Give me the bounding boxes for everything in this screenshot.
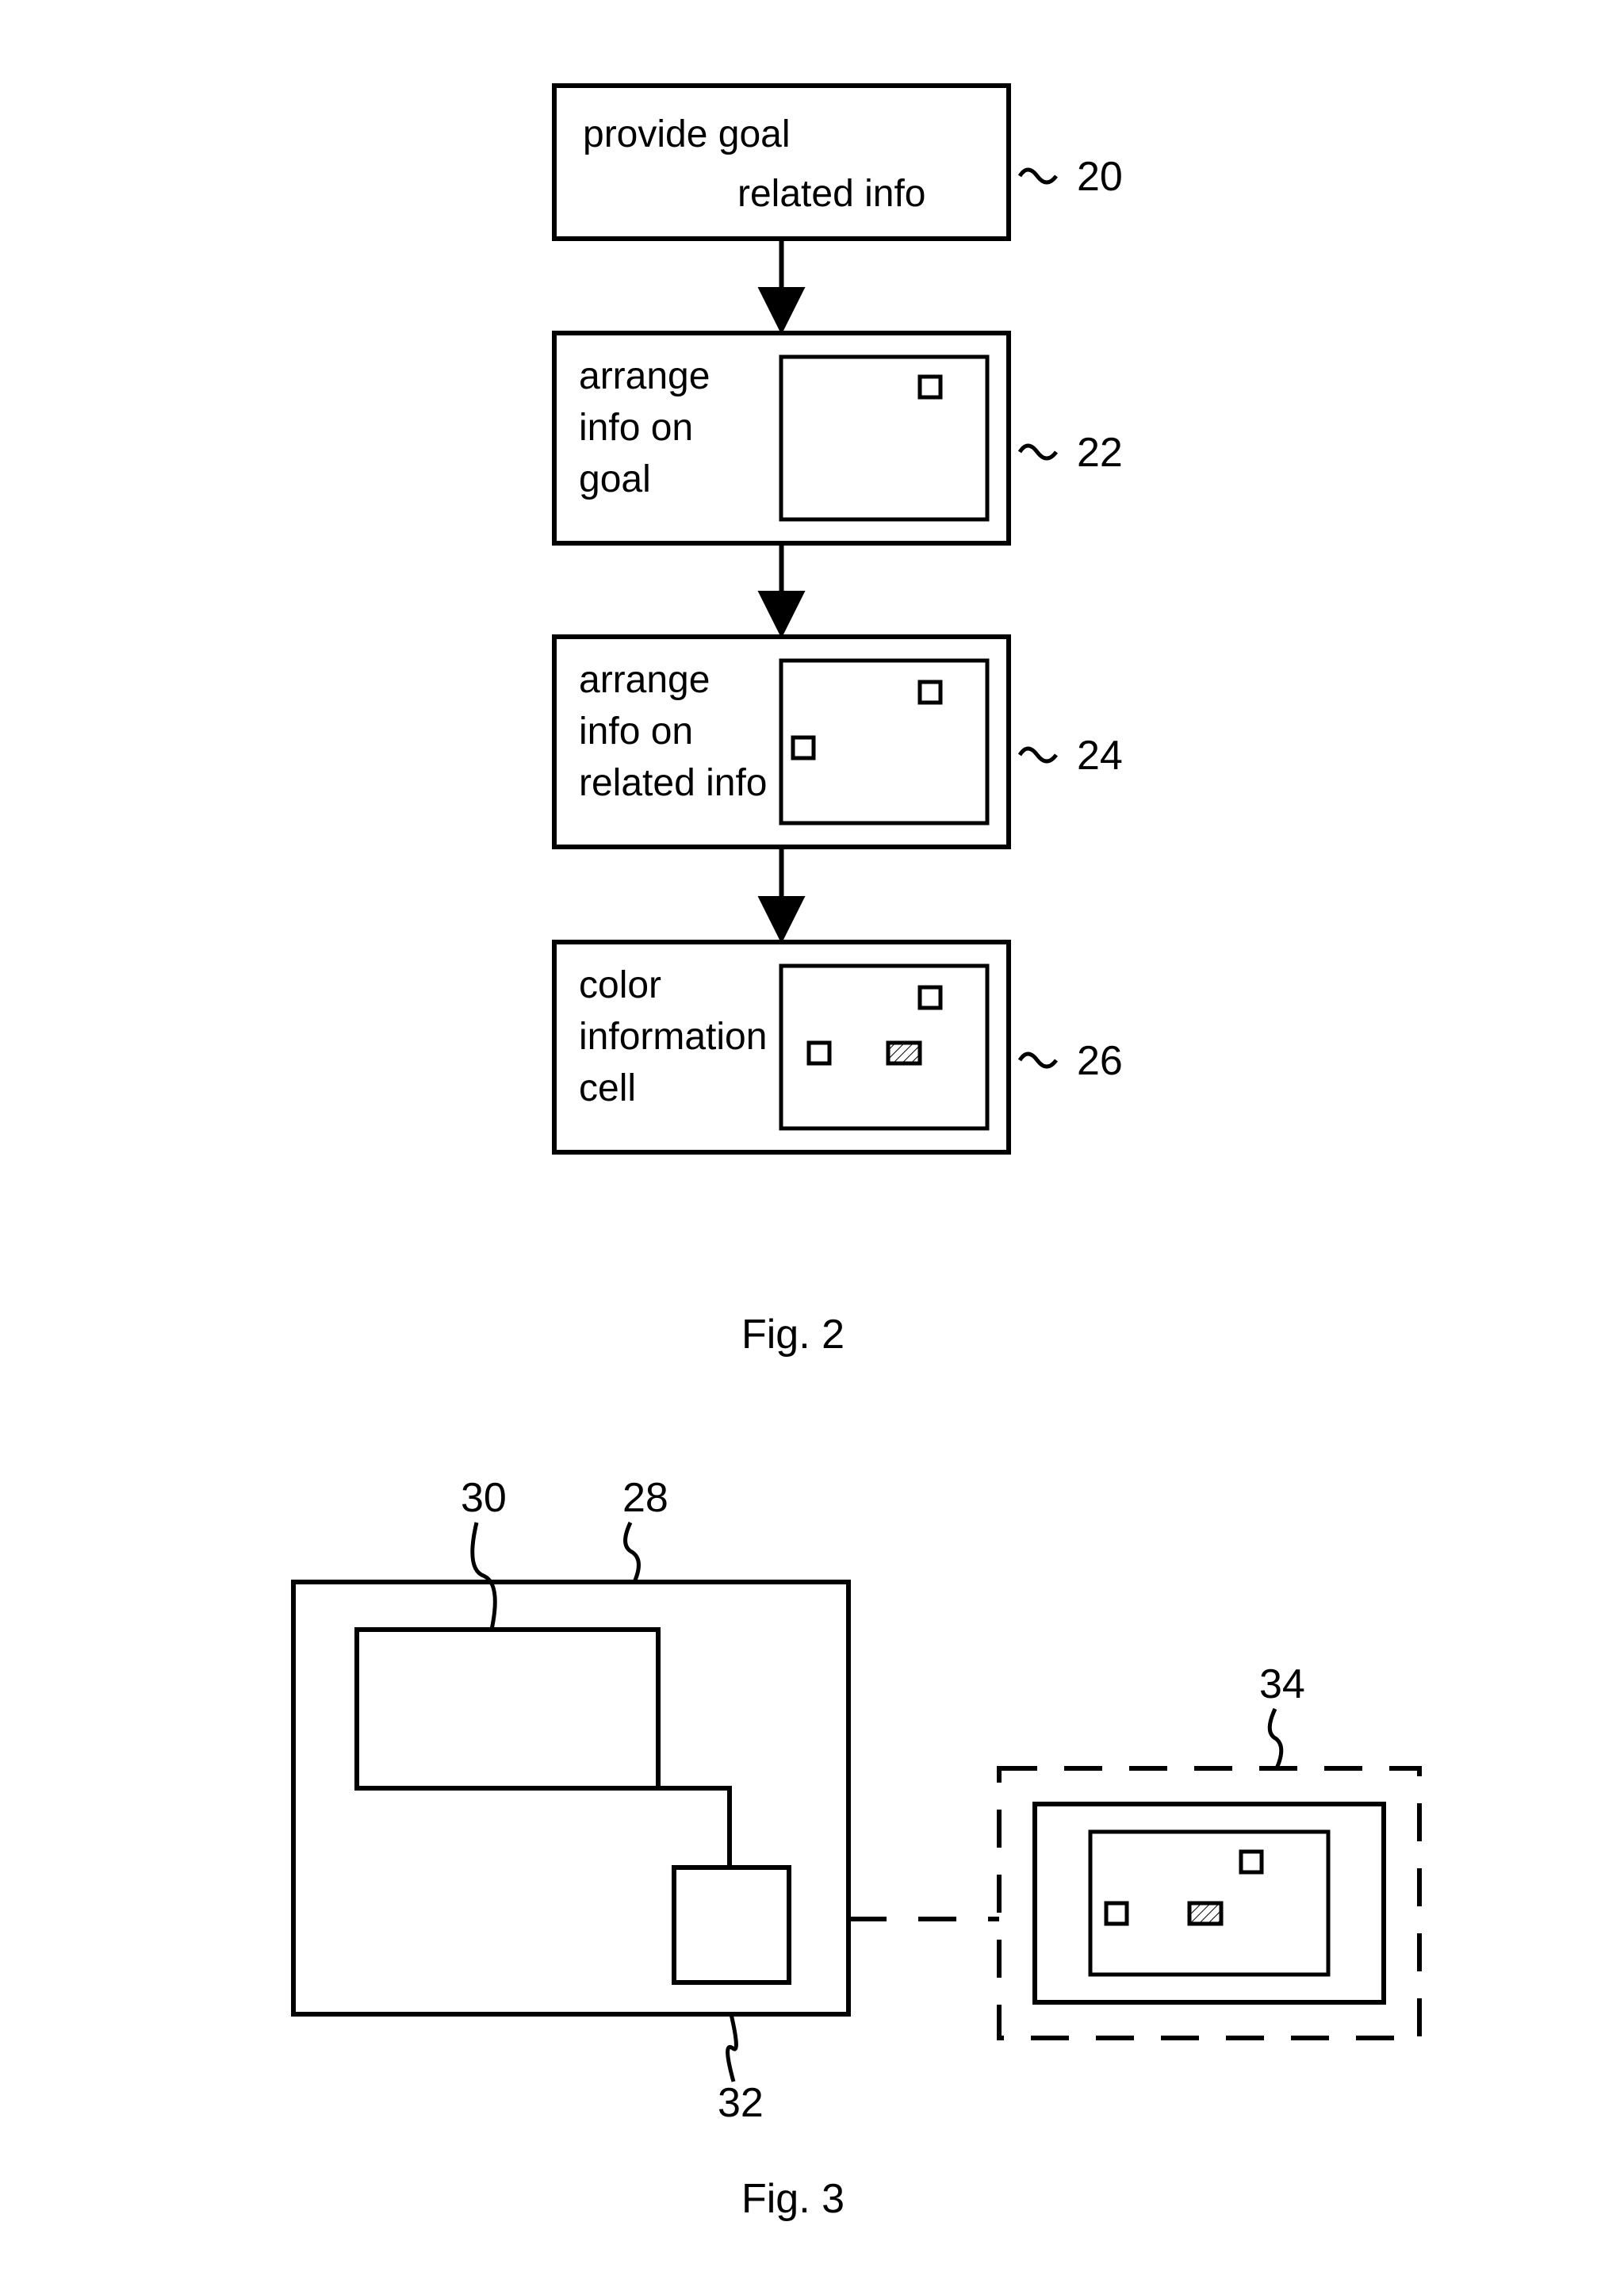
node-text: arrange bbox=[579, 659, 710, 701]
inset-frame bbox=[781, 966, 987, 1128]
node-text: related info bbox=[579, 762, 768, 804]
inner-module-small bbox=[674, 1867, 789, 1982]
node-text: info on bbox=[579, 711, 693, 753]
reference-label: 32 bbox=[718, 2080, 764, 2126]
node-text: goal bbox=[579, 458, 651, 500]
node-text: provide goal bbox=[583, 113, 791, 155]
reference-label: 26 bbox=[1077, 1038, 1123, 1084]
reference-label: 28 bbox=[622, 1475, 668, 1521]
reference-label: 22 bbox=[1077, 430, 1123, 476]
connector-line bbox=[658, 1788, 730, 1867]
reference-label: 20 bbox=[1077, 154, 1123, 200]
node-text: color bbox=[579, 964, 661, 1006]
reference-label: 34 bbox=[1259, 1661, 1305, 1707]
device-box bbox=[293, 1582, 848, 2014]
node-text: arrange bbox=[579, 355, 710, 397]
inner-module bbox=[357, 1630, 658, 1788]
node-text: information bbox=[579, 1016, 767, 1058]
reference-label: 30 bbox=[461, 1475, 507, 1521]
reference-label: 24 bbox=[1077, 733, 1123, 779]
inset-frame bbox=[781, 357, 987, 519]
figure-caption: Fig. 2 bbox=[741, 1312, 845, 1358]
node-text: cell bbox=[579, 1067, 636, 1109]
node-frame bbox=[554, 86, 1009, 239]
node-text: related info bbox=[737, 173, 926, 215]
figure-caption: Fig. 3 bbox=[741, 2176, 845, 2222]
diagram-canvas: provide goal related info 20 arrange info on… bbox=[0, 0, 1624, 2283]
node-text: info on bbox=[579, 407, 693, 449]
